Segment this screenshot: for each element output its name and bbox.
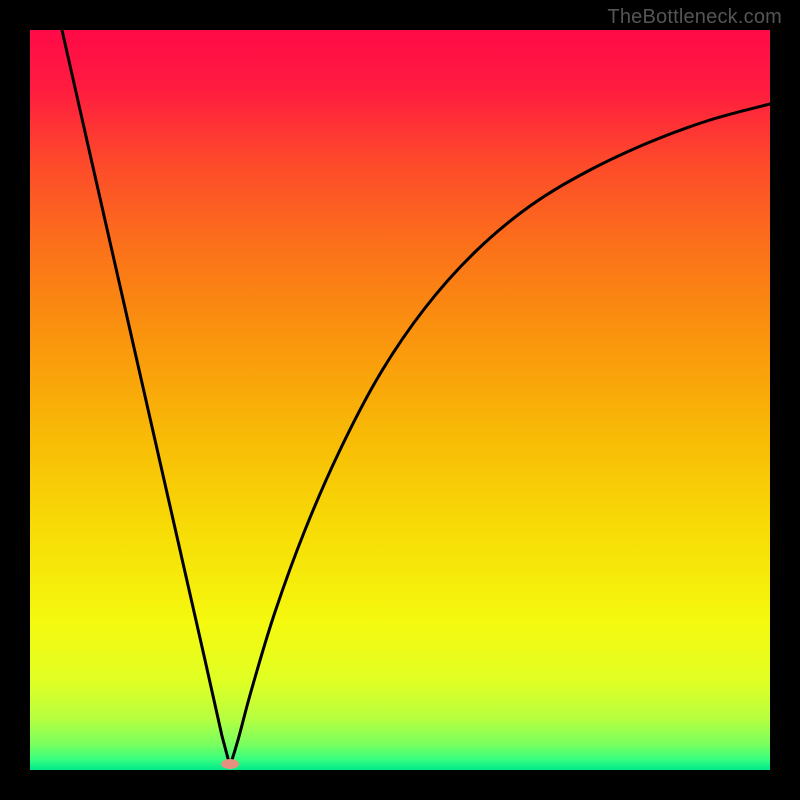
- plot-area: [30, 30, 770, 770]
- gradient-background: [30, 30, 770, 770]
- watermark-text: TheBottleneck.com: [607, 6, 782, 29]
